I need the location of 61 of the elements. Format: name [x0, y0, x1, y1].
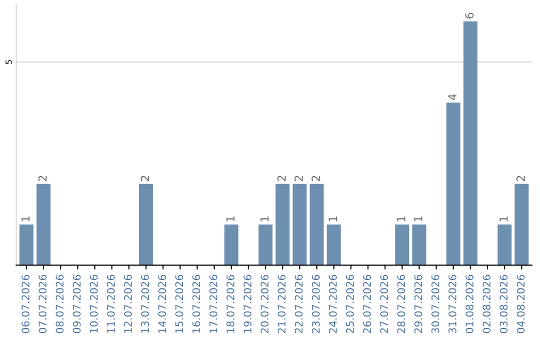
x-tick-label: 14.07.2026 [158, 274, 166, 333]
data-label: 2 [277, 176, 286, 182]
x-tick-label: 21.07.2026 [278, 274, 286, 334]
x-tick-label: 22.07.2026 [294, 274, 303, 334]
bar [224, 224, 238, 266]
x-tick-label: 17.07.2026 [209, 274, 218, 333]
data-label: 2 [516, 176, 525, 182]
bar [258, 224, 273, 266]
bar [19, 224, 34, 266]
x-tick-label: 12.07.2026 [124, 274, 132, 333]
x-tick-label: 30.07.2026 [431, 274, 440, 334]
data-label: 1 [414, 216, 422, 222]
data-label: 2 [294, 176, 303, 182]
x-tick-label: 08.07.2026 [56, 274, 64, 334]
x-tick-label: 15.07.2026 [175, 274, 184, 333]
x-tick-label: 11.07.2026 [106, 274, 115, 333]
x-tick-label: 04.08.2026 [516, 274, 525, 334]
bar [292, 184, 307, 266]
bar [514, 184, 529, 266]
x-tick-label: 07.07.2026 [38, 274, 47, 334]
bar [310, 184, 324, 266]
x-tick-label: 01.08.2026 [466, 274, 474, 334]
data-label: 6 [465, 12, 474, 19]
x-tick-label: 06.07.2026 [22, 274, 30, 334]
bar [395, 224, 410, 266]
bar [138, 184, 153, 266]
x-tick-label: 24.07.2026 [328, 274, 337, 334]
data-label: 2 [38, 176, 47, 182]
x-tick-label: 28.07.2026 [397, 274, 406, 334]
bar [412, 224, 426, 266]
data-label: 2 [312, 176, 320, 182]
data-label: 1 [397, 216, 406, 222]
data-label: 1 [328, 216, 337, 222]
x-tick-label: 09.07.2026 [72, 274, 81, 334]
bar [498, 224, 512, 266]
data-label: 4 [448, 94, 456, 100]
bar [276, 184, 290, 266]
x-tick-label: 02.08.2026 [482, 274, 491, 334]
x-tick-label: 23.07.2026 [312, 274, 320, 334]
bar [326, 224, 341, 266]
bar [446, 102, 460, 266]
x-tick-label: 13.07.2026 [141, 274, 149, 333]
data-label: 1 [500, 216, 508, 222]
data-label: 1 [21, 216, 30, 222]
bar [36, 184, 51, 266]
x-tick-label: 16.07.2026 [192, 274, 200, 333]
x-tick-label: 10.07.2026 [90, 274, 98, 333]
x-tick-label: 29.07.2026 [414, 274, 422, 334]
data-label: 2 [140, 176, 150, 182]
data-label: 1 [260, 216, 269, 222]
x-tick-label: 26.07.2026 [363, 274, 371, 334]
bar [463, 21, 478, 266]
x-tick-label: 25.07.2026 [346, 274, 354, 334]
x-tick-label: 31.07.2026 [448, 274, 456, 334]
x-tick-label: 03.08.2026 [500, 274, 508, 334]
data-label: 1 [226, 216, 234, 222]
x-tick-label: 20.07.2026 [260, 274, 269, 334]
x-tick-label: 18.07.2026 [226, 274, 234, 333]
y-tick-label: 5 [6, 60, 12, 64]
x-tick-label: 19.07.2026 [244, 274, 252, 333]
x-tick-label: 27.07.2026 [380, 274, 388, 334]
